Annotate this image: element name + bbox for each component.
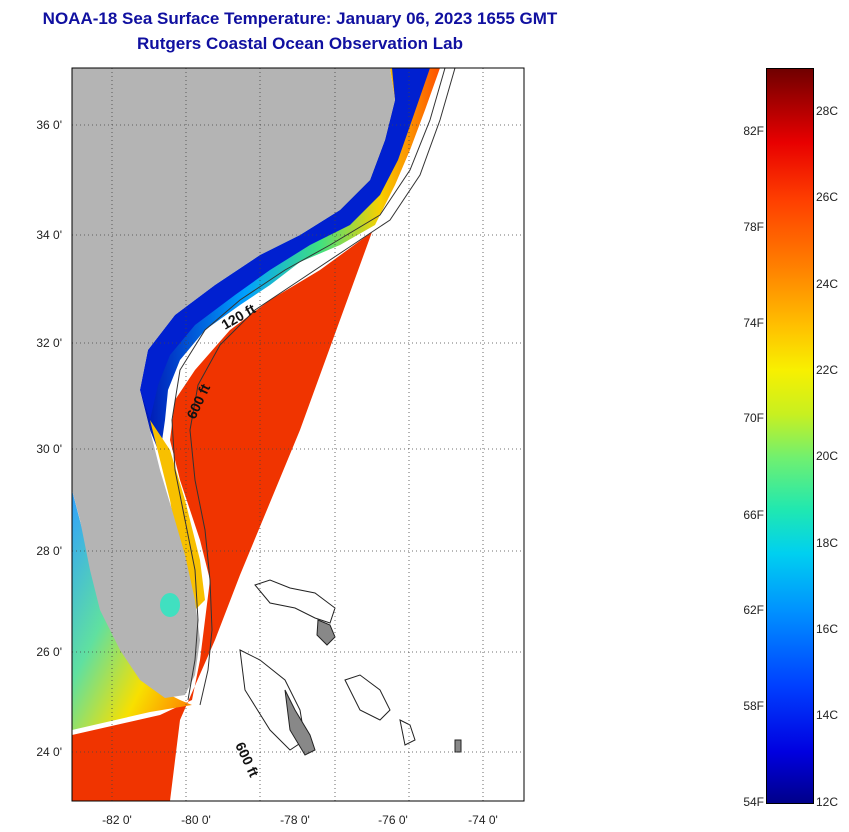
lat-label: 26 0' (36, 645, 62, 659)
colorbar-f-label: 82F (743, 124, 764, 138)
colorbar-f-label: 58F (743, 699, 764, 713)
colorbar-f-label: 54F (743, 795, 764, 809)
colorbar-c-label: 26C (816, 190, 839, 204)
colorbar-f-label: 78F (743, 220, 764, 234)
colorbar-c-label: 12C (816, 795, 839, 809)
satellite-swath (72, 232, 372, 801)
lat-label: 24 0' (36, 745, 62, 759)
map-subtitle: Rutgers Coastal Ocean Observation Lab (137, 34, 463, 53)
coastal-cold-water (140, 68, 440, 455)
lat-label: 36 0' (36, 118, 62, 132)
colorbar-c-label: 16C (816, 622, 839, 636)
colorbar-f-label: 70F (743, 411, 764, 425)
colorbar-c-label: 22C (816, 363, 839, 377)
lat-label: 34 0' (36, 228, 62, 242)
lake-okeechobee (160, 593, 180, 617)
lon-label: -80 0' (181, 813, 211, 827)
colorbar-c-label: 24C (816, 277, 839, 291)
map-frame (71, 67, 525, 802)
lon-label: -82 0' (102, 813, 132, 827)
bahamas-islands (239, 579, 462, 756)
land-mass (72, 68, 395, 698)
lon-label: -76 0' (378, 813, 408, 827)
contour-600ft (189, 68, 456, 706)
colorbar-f-label: 74F (743, 316, 764, 330)
lat-label: 28 0' (36, 544, 62, 558)
colorbar-c-label: 28C (816, 104, 839, 118)
contour-label-600ft-south: 600 ft (232, 740, 262, 780)
graticule (72, 68, 524, 801)
colorbar-f-label: 66F (743, 508, 764, 522)
lon-label: -74 0' (468, 813, 498, 827)
lat-label: 32 0' (36, 336, 62, 350)
coastal-cold-water-inner (140, 68, 430, 420)
florida-shelf-water (150, 420, 205, 620)
colorbar-c-label: 18C (816, 536, 839, 550)
map-title: NOAA-18 Sea Surface Temperature: January… (42, 9, 558, 28)
contour-120ft (171, 68, 446, 701)
temperature-colorbar (766, 68, 814, 804)
colorbar-f-label: 62F (743, 603, 764, 617)
colorbar-c-label: 14C (816, 708, 839, 722)
colorbar-c-label: 20C (816, 449, 839, 463)
gulf-water (72, 490, 192, 730)
lon-label: -78 0' (280, 813, 310, 827)
lat-label: 30 0' (36, 442, 62, 456)
